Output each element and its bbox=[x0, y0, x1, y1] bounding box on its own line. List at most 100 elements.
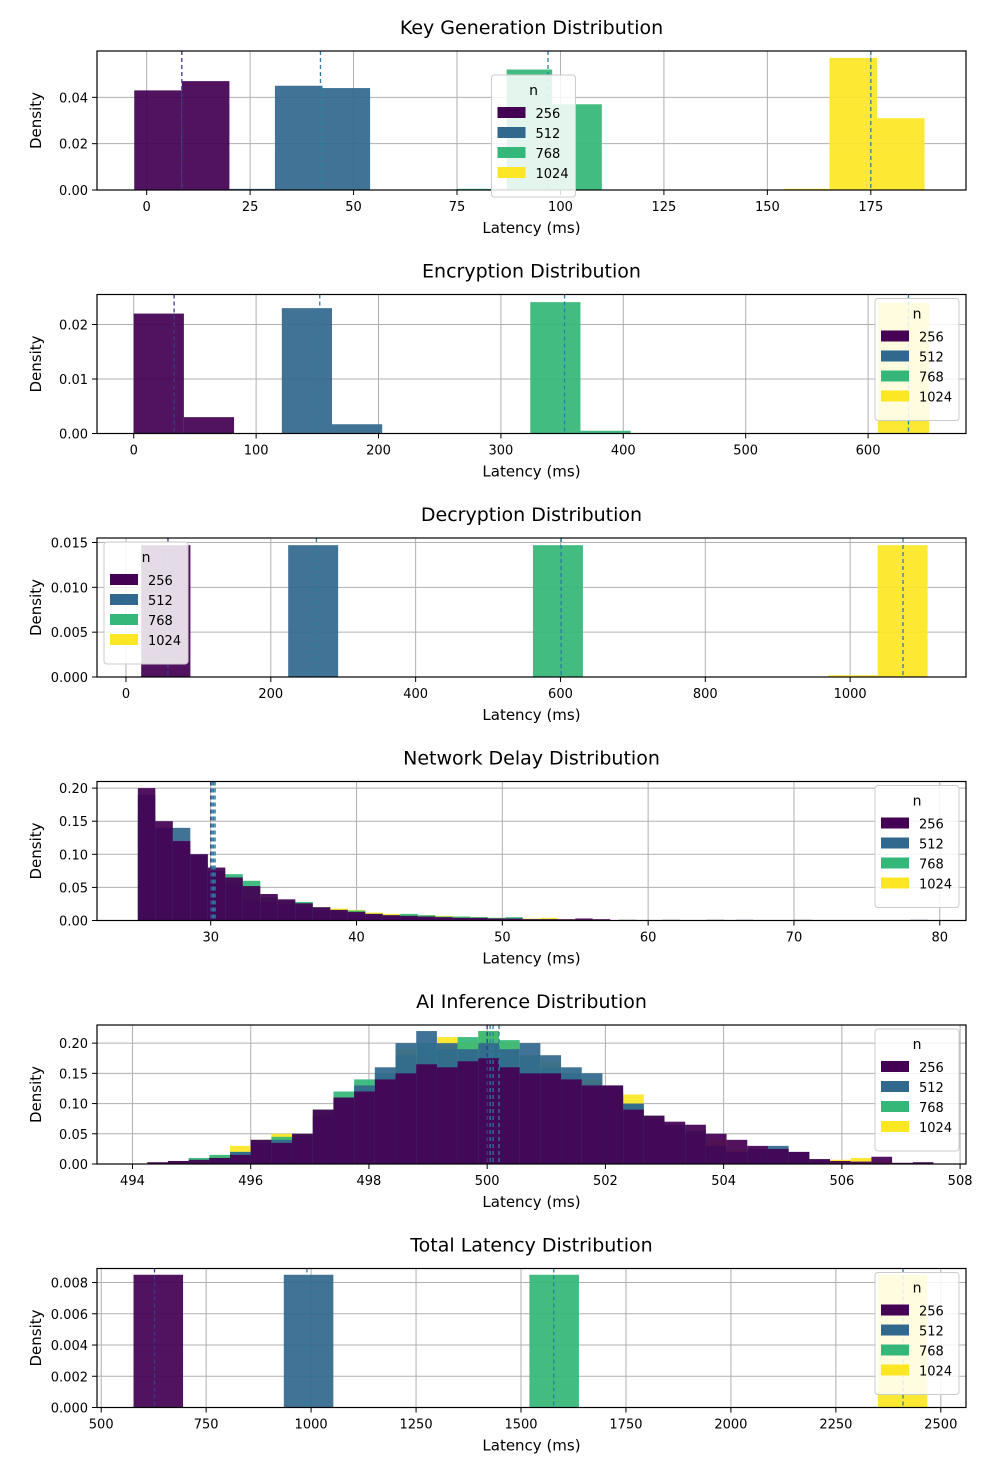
x-tick-label: 0 bbox=[122, 687, 130, 702]
legend-label-n1024: 1024 bbox=[919, 878, 952, 893]
legend: n 256 512 768 1024 bbox=[874, 1028, 960, 1152]
legend-title: n bbox=[913, 1037, 922, 1053]
y-tick-label: 0.00 bbox=[59, 184, 88, 199]
x-tick-label: 40 bbox=[348, 931, 365, 946]
bar-n256 bbox=[664, 1121, 686, 1164]
legend-title: n bbox=[913, 307, 922, 323]
bar-n256 bbox=[250, 1139, 272, 1164]
legend-label-n256: 256 bbox=[919, 818, 944, 833]
legend-swatch-n768 bbox=[881, 1344, 909, 1356]
bar-n256 bbox=[134, 90, 182, 190]
bar-n256 bbox=[452, 917, 471, 921]
x-tick-label: 800 bbox=[693, 687, 718, 702]
legend: n 256 512 768 1024 bbox=[874, 1272, 960, 1395]
bar-n256 bbox=[230, 1154, 251, 1164]
legend-swatch-n512 bbox=[110, 594, 138, 605]
legend-label-n256: 256 bbox=[148, 574, 173, 589]
legend-swatch-n512 bbox=[881, 1081, 909, 1092]
bar-n256 bbox=[172, 841, 191, 921]
bar-n512 bbox=[288, 545, 339, 677]
x-tick-label: 100 bbox=[548, 200, 573, 215]
legend-swatch-n768 bbox=[881, 1101, 909, 1112]
legend: n 256 512 768 1024 bbox=[874, 785, 960, 908]
x-tick-label: 70 bbox=[786, 931, 803, 946]
bar-n1024 bbox=[829, 57, 878, 191]
x-tick-label: 30 bbox=[202, 931, 219, 946]
legend-title: n bbox=[529, 83, 538, 99]
x-tick-label: 175 bbox=[858, 200, 883, 215]
bar-n256 bbox=[181, 81, 230, 190]
bar-n256 bbox=[365, 913, 383, 921]
y-axis-label: Density bbox=[27, 1066, 45, 1123]
y-axis-label: Density bbox=[27, 579, 45, 636]
bar-n256 bbox=[830, 1160, 851, 1164]
x-tick-label: 600 bbox=[856, 444, 881, 459]
bar-n1024 bbox=[540, 917, 558, 921]
legend-label-n256: 256 bbox=[919, 1061, 944, 1076]
legend-box bbox=[103, 541, 189, 665]
bar-n256 bbox=[395, 1073, 417, 1164]
x-tick-label: 500 bbox=[475, 1174, 500, 1189]
legend-swatch-n768 bbox=[881, 857, 909, 869]
y-tick-label: 0.10 bbox=[59, 848, 88, 863]
x-tick-label: 400 bbox=[611, 444, 636, 459]
bar-n256 bbox=[592, 919, 611, 921]
legend-swatch-n1024 bbox=[497, 167, 526, 178]
x-tick-label: 2250 bbox=[819, 1418, 852, 1433]
bar-n256 bbox=[382, 915, 401, 921]
bar-n768 bbox=[530, 302, 581, 434]
bar-n256 bbox=[498, 1067, 520, 1164]
x-tick-label: 2500 bbox=[924, 1418, 957, 1433]
x-tick-label: 125 bbox=[652, 200, 677, 215]
legend-label-n512: 512 bbox=[919, 1081, 944, 1096]
bar-n256 bbox=[417, 916, 436, 921]
y-tick-label: 0.006 bbox=[51, 1308, 88, 1323]
bar-n256 bbox=[643, 1115, 665, 1164]
x-tick-label: 50 bbox=[494, 931, 511, 946]
subplot-1: Key Generation Distribution 0 25 50 75 100 125… bbox=[27, 17, 967, 237]
legend-swatch-n1024 bbox=[881, 1364, 909, 1376]
legend-label-n256: 256 bbox=[536, 107, 561, 122]
bar-n256 bbox=[540, 919, 558, 921]
bar-n256 bbox=[137, 788, 156, 921]
bar-n256 bbox=[850, 1161, 872, 1164]
y-axis-label: Density bbox=[27, 1309, 45, 1366]
x-tick-label: 504 bbox=[711, 1174, 736, 1189]
legend-swatch-n512 bbox=[881, 837, 909, 849]
bar-n256 bbox=[747, 1145, 768, 1164]
x-tick-label: 750 bbox=[194, 1418, 219, 1433]
bar-n256 bbox=[333, 1097, 355, 1164]
bar-n256 bbox=[312, 907, 331, 921]
bar-n256 bbox=[416, 1064, 437, 1164]
legend-label-n1024: 1024 bbox=[919, 1121, 952, 1136]
bar-n256 bbox=[623, 1109, 644, 1164]
subplot-3: Decryption Distribution 0 200 400 600 800 1000… bbox=[27, 504, 967, 724]
bar-n256 bbox=[685, 1124, 706, 1164]
y-tick-label: 0.015 bbox=[51, 536, 88, 551]
legend-label-n768: 768 bbox=[148, 614, 173, 629]
subplot-2: Encryption Distribution 0 100 200 300 400 500 6… bbox=[27, 261, 967, 481]
legend-swatch-n256 bbox=[497, 107, 526, 118]
legend-label-n512: 512 bbox=[148, 594, 173, 609]
plot-frame bbox=[96, 1267, 967, 1409]
bar-n256 bbox=[292, 1133, 313, 1164]
y-tick-label: 0.10 bbox=[59, 1098, 88, 1113]
x-axis-label: Latency (ms) bbox=[482, 1437, 580, 1455]
plot-frame bbox=[96, 537, 967, 678]
x-tick-label: 0 bbox=[143, 200, 151, 215]
y-tick-label: 0.008 bbox=[51, 1277, 88, 1292]
bar-n256 bbox=[487, 918, 506, 921]
bar-n256 bbox=[347, 911, 366, 921]
y-tick-label: 0.01 bbox=[59, 373, 88, 388]
x-axis-label: Latency (ms) bbox=[482, 463, 580, 481]
x-tick-label: 502 bbox=[593, 1174, 618, 1189]
y-tick-label: 0.02 bbox=[59, 138, 88, 153]
y-tick-label: 0.05 bbox=[59, 1128, 88, 1143]
bar-n512 bbox=[322, 88, 371, 190]
legend-label-n256: 256 bbox=[919, 331, 944, 346]
y-tick-label: 0.15 bbox=[59, 815, 88, 830]
y-axis-label: Density bbox=[27, 335, 45, 392]
bar-n256 bbox=[183, 417, 235, 434]
bar-n256 bbox=[155, 821, 173, 921]
